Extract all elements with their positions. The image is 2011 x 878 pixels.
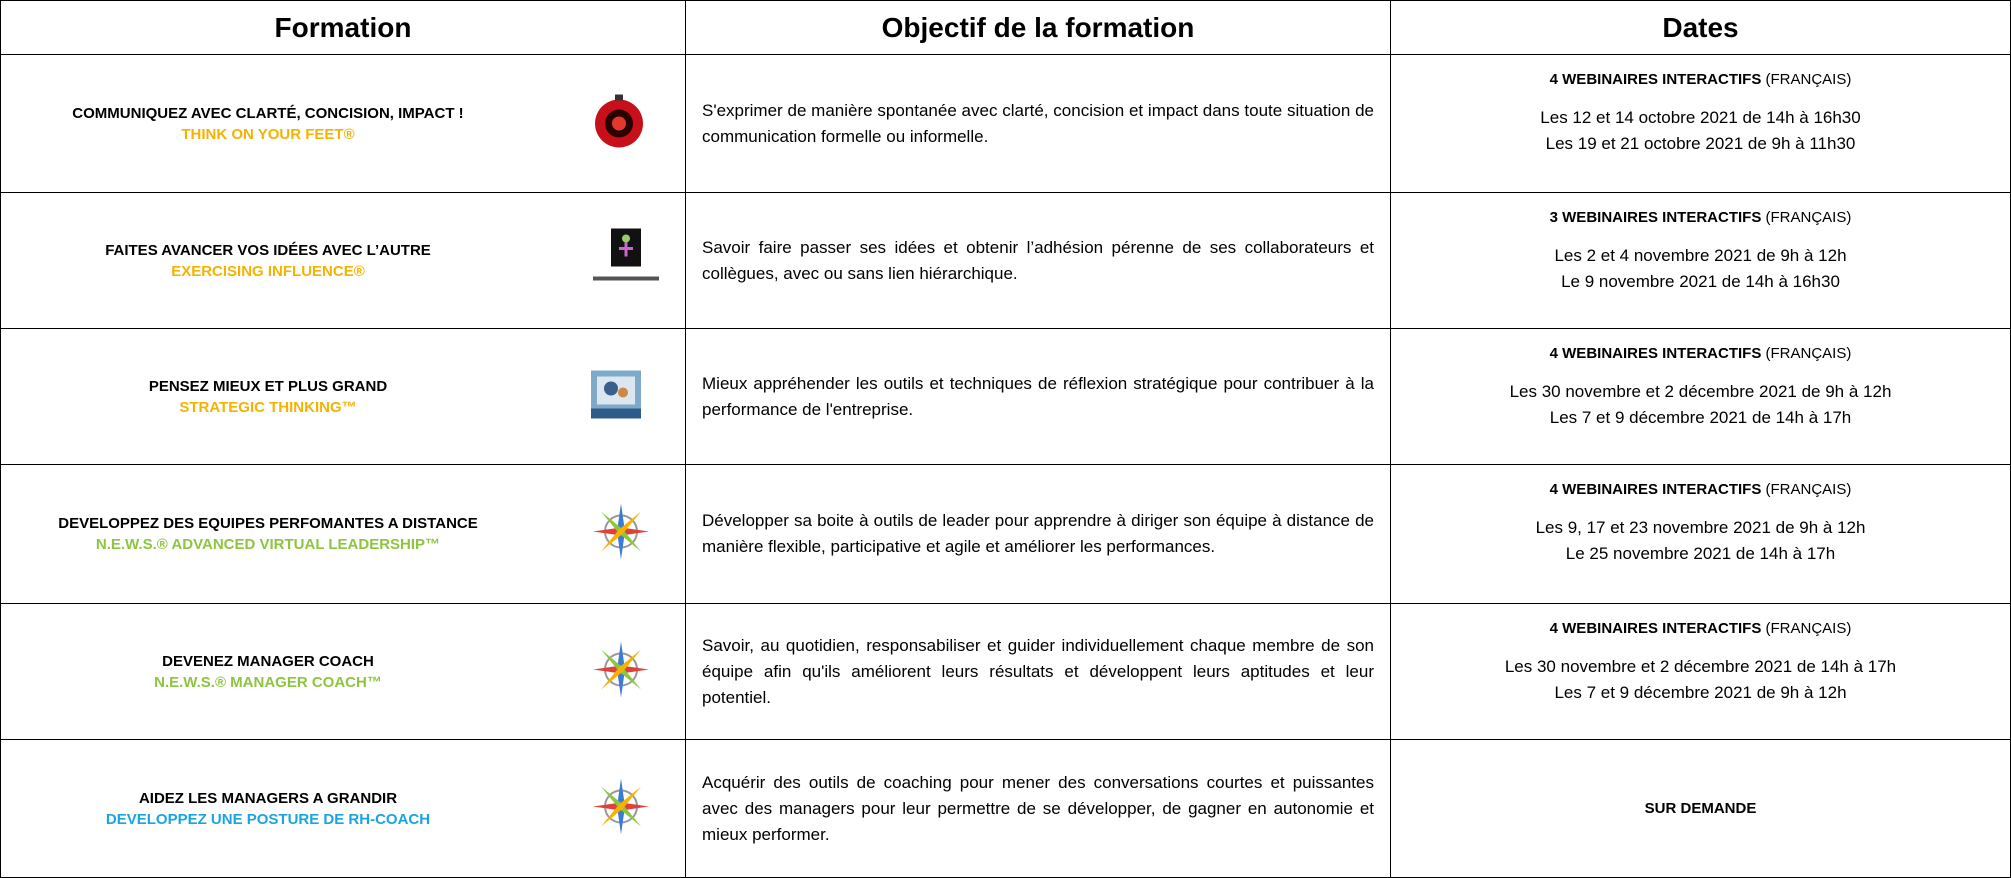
date-line: Les 7 et 9 décembre 2021 de 14h à 17h — [1549, 408, 1852, 427]
date-line: Les 30 novembre et 2 décembre 2021 de 14… — [1504, 657, 1897, 676]
dates-count: 4 WEBINAIRES INTERACTIFS — [1549, 481, 1762, 498]
formation-title: PENSEZ MIEUX ET PLUS GRAND — [148, 377, 388, 395]
icon — [591, 639, 651, 704]
icon — [591, 502, 651, 567]
formation-cell: COMMUNIQUEZ AVEC CLARTÉ, CONCISION, IMPA… — [1, 55, 685, 192]
dates-count: 4 WEBINAIRES INTERACTIFS — [1549, 71, 1762, 88]
objective-cell: Développer sa boite à outils de leader p… — [686, 465, 1390, 603]
dates-label: 4 WEBINAIRES INTERACTIFS (FRANÇAIS) — [1391, 616, 2010, 642]
objective-cell: Savoir faire passer ses idées et obtenir… — [686, 193, 1390, 328]
dates-cell: 4 WEBINAIRES INTERACTIFS (FRANÇAIS) Les 3… — [1391, 329, 2010, 464]
dates-language: (FRANÇAIS) — [1765, 481, 1852, 498]
dates-label: 4 WEBINAIRES INTERACTIFS (FRANÇAIS) — [1391, 477, 2010, 503]
date-line: Les 9, 17 et 23 novembre 2021 de 9h à 12… — [1535, 518, 1866, 537]
formation-subtitle: EXERCISING INFLUENCE® — [171, 262, 365, 280]
formation-cell: FAITES AVANCER VOS IDÉES AVEC L’AUTRE EXE… — [1, 193, 685, 328]
formation-subtitle: THINK ON YOUR FEET® — [181, 125, 355, 143]
header-text: Dates — [1662, 11, 1739, 43]
dates-label: 4 WEBINAIRES INTERACTIFS (FRANÇAIS) — [1391, 341, 2010, 367]
icon — [591, 370, 641, 423]
formation-cell: AIDEZ LES MANAGERS A GRANDIR DEVELOPPEZ U… — [1, 740, 685, 877]
dates-count: 3 WEBINAIRES INTERACTIFS — [1549, 209, 1762, 226]
header-text: Objectif de la formation — [881, 11, 1195, 43]
dates-label: SUR DEMANDE — [1391, 796, 2010, 822]
dates-cell: 4 WEBINAIRES INTERACTIFS (FRANÇAIS) Les 1… — [1391, 55, 2010, 192]
dates-language: (FRANÇAIS) — [1765, 620, 1852, 637]
formation-title: COMMUNIQUEZ AVEC CLARTÉ, CONCISION, IMPA… — [72, 104, 464, 122]
objective-text: S'exprimer de manière spontanée avec cla… — [702, 100, 1374, 146]
date-line: Les 2 et 4 novembre 2021 de 9h à 12h — [1554, 246, 1847, 265]
formation-title: DEVENEZ MANAGER COACH — [162, 652, 374, 670]
dates-count: SUR DEMANDE — [1644, 799, 1757, 817]
objective-text: Développer sa boite à outils de leader p… — [702, 511, 1374, 556]
dates-cell: 4 WEBINAIRES INTERACTIFS (FRANÇAIS) Les 3… — [1391, 604, 2010, 739]
objective-text: Acquérir des outils de coaching pour men… — [702, 772, 1374, 844]
objective-text: Mieux appréhender les outils et techniqu… — [702, 373, 1374, 419]
formation-subtitle: DEVELOPPEZ UNE POSTURE DE RH-COACH — [105, 810, 431, 828]
formation-title: AIDEZ LES MANAGERS A GRANDIR — [138, 789, 398, 807]
header-cell: Formation — [1, 1, 685, 54]
dates-label: 4 WEBINAIRES INTERACTIFS (FRANÇAIS) — [1391, 67, 2010, 93]
objective-cell: Mieux appréhender les outils et techniqu… — [686, 329, 1390, 464]
date-line: Les 12 et 14 octobre 2021 de 14h à 16h30 — [1540, 108, 1861, 127]
formation-title: FAITES AVANCER VOS IDÉES AVEC L’AUTRE — [105, 241, 431, 259]
objective-cell: S'exprimer de manière spontanée avec cla… — [686, 55, 1390, 192]
formation-cell: DEVENEZ MANAGER COACH N.E.W.S.® MANAGER C… — [1, 604, 685, 739]
header-cell: Dates — [1391, 1, 2010, 54]
formation-title: DEVELOPPEZ DES EQUIPES PERFOMANTES A DIS… — [58, 515, 478, 532]
objective-cell: Acquérir des outils de coaching pour men… — [686, 740, 1390, 877]
date-line: Les 30 novembre et 2 décembre 2021 de 9h… — [1509, 382, 1892, 401]
date-line: Le 25 novembre 2021 de 14h à 17h — [1565, 544, 1836, 563]
dates-language: (FRANÇAIS) — [1765, 345, 1852, 362]
objective-cell: Savoir, au quotidien, responsabiliser et… — [686, 604, 1390, 739]
date-line: Les 19 et 21 octobre 2021 de 9h à 11h30 — [1545, 134, 1856, 153]
icon — [591, 776, 651, 841]
dates-count: 4 WEBINAIRES INTERACTIFS — [1549, 345, 1762, 362]
dates-language: (FRANÇAIS) — [1765, 71, 1852, 88]
objective-text: Savoir faire passer ses idées et obtenir… — [702, 237, 1374, 283]
dates-cell: 4 WEBINAIRES INTERACTIFS (FRANÇAIS) Les 9… — [1391, 465, 2010, 603]
date-line: Le 9 novembre 2021 de 14h à 16h30 — [1561, 272, 1840, 291]
dates-cell: 3 WEBINAIRES INTERACTIFS (FRANÇAIS) Les 2… — [1391, 193, 2010, 328]
objective-text: Savoir, au quotidien, responsabiliser et… — [702, 635, 1374, 707]
formation-subtitle: STRATEGIC THINKING™ — [179, 398, 357, 416]
formation-subtitle: N.E.W.S.® MANAGER COACH™ — [154, 673, 382, 691]
dates-count: 4 WEBINAIRES INTERACTIFS — [1549, 620, 1762, 637]
date-line: Les 7 et 9 décembre 2021 de 9h à 12h — [1554, 683, 1847, 702]
header-cell: Objectif de la formation — [686, 1, 1390, 54]
dates-cell: SUR DEMANDE — [1391, 740, 2010, 877]
icon — [591, 93, 647, 154]
formation-cell: DEVELOPPEZ DES EQUIPES PERFOMANTES A DIS… — [1, 465, 685, 603]
dates-language: (FRANÇAIS) — [1765, 209, 1852, 226]
formation-cell: PENSEZ MIEUX ET PLUS GRAND STRATEGIC THIN… — [1, 329, 685, 464]
icon — [591, 228, 661, 293]
header-text: Formation — [274, 11, 412, 43]
dates-label: 3 WEBINAIRES INTERACTIFS (FRANÇAIS) — [1391, 205, 2010, 231]
formation-subtitle: N.E.W.S.® ADVANCED VIRTUAL LEADERSHIP™ — [95, 536, 441, 553]
